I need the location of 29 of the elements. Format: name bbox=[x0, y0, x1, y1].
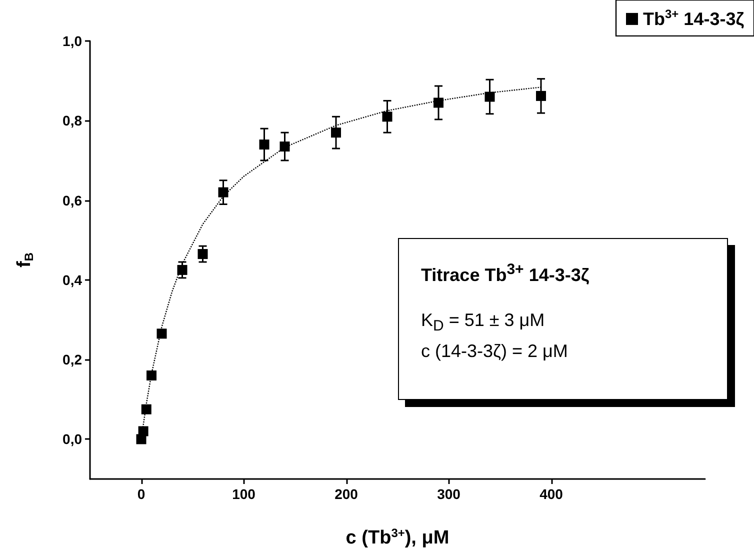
point bbox=[536, 90, 546, 101]
point bbox=[218, 187, 228, 198]
point bbox=[484, 92, 495, 102]
x-tick-label: 200 bbox=[334, 486, 358, 502]
point bbox=[382, 112, 392, 122]
point bbox=[156, 328, 167, 339]
point bbox=[280, 142, 290, 152]
annotation: Titrace Tb$^{3+}$ 14-3-3ζ bbox=[421, 261, 590, 286]
annotation: K$_{D}$ = 51 ± 3 μM bbox=[421, 310, 546, 335]
y-tick-label: 0,2 bbox=[62, 352, 82, 368]
x-tick-label: 400 bbox=[540, 486, 564, 502]
point bbox=[259, 140, 270, 150]
x-tick-label: 300 bbox=[437, 486, 461, 502]
point bbox=[146, 370, 156, 380]
y-axis-title: fB bbox=[14, 252, 36, 268]
point bbox=[141, 404, 152, 414]
y-tick-label: 0,4 bbox=[62, 272, 82, 288]
point bbox=[331, 128, 341, 138]
point bbox=[198, 249, 208, 260]
x-tick-label: 0 bbox=[137, 486, 146, 502]
y-tick-label: 0,6 bbox=[62, 192, 82, 208]
x-tick-label: 100 bbox=[232, 486, 256, 502]
annotation: c (14-3-3ζ) = 2 μM bbox=[421, 340, 569, 362]
y-tick-label: 0,0 bbox=[62, 431, 82, 448]
y-tick-label: 0,8 bbox=[62, 112, 82, 129]
point bbox=[177, 264, 188, 275]
point bbox=[434, 98, 444, 108]
y-tick-label: 1,0 bbox=[62, 33, 82, 49]
point bbox=[138, 426, 148, 436]
